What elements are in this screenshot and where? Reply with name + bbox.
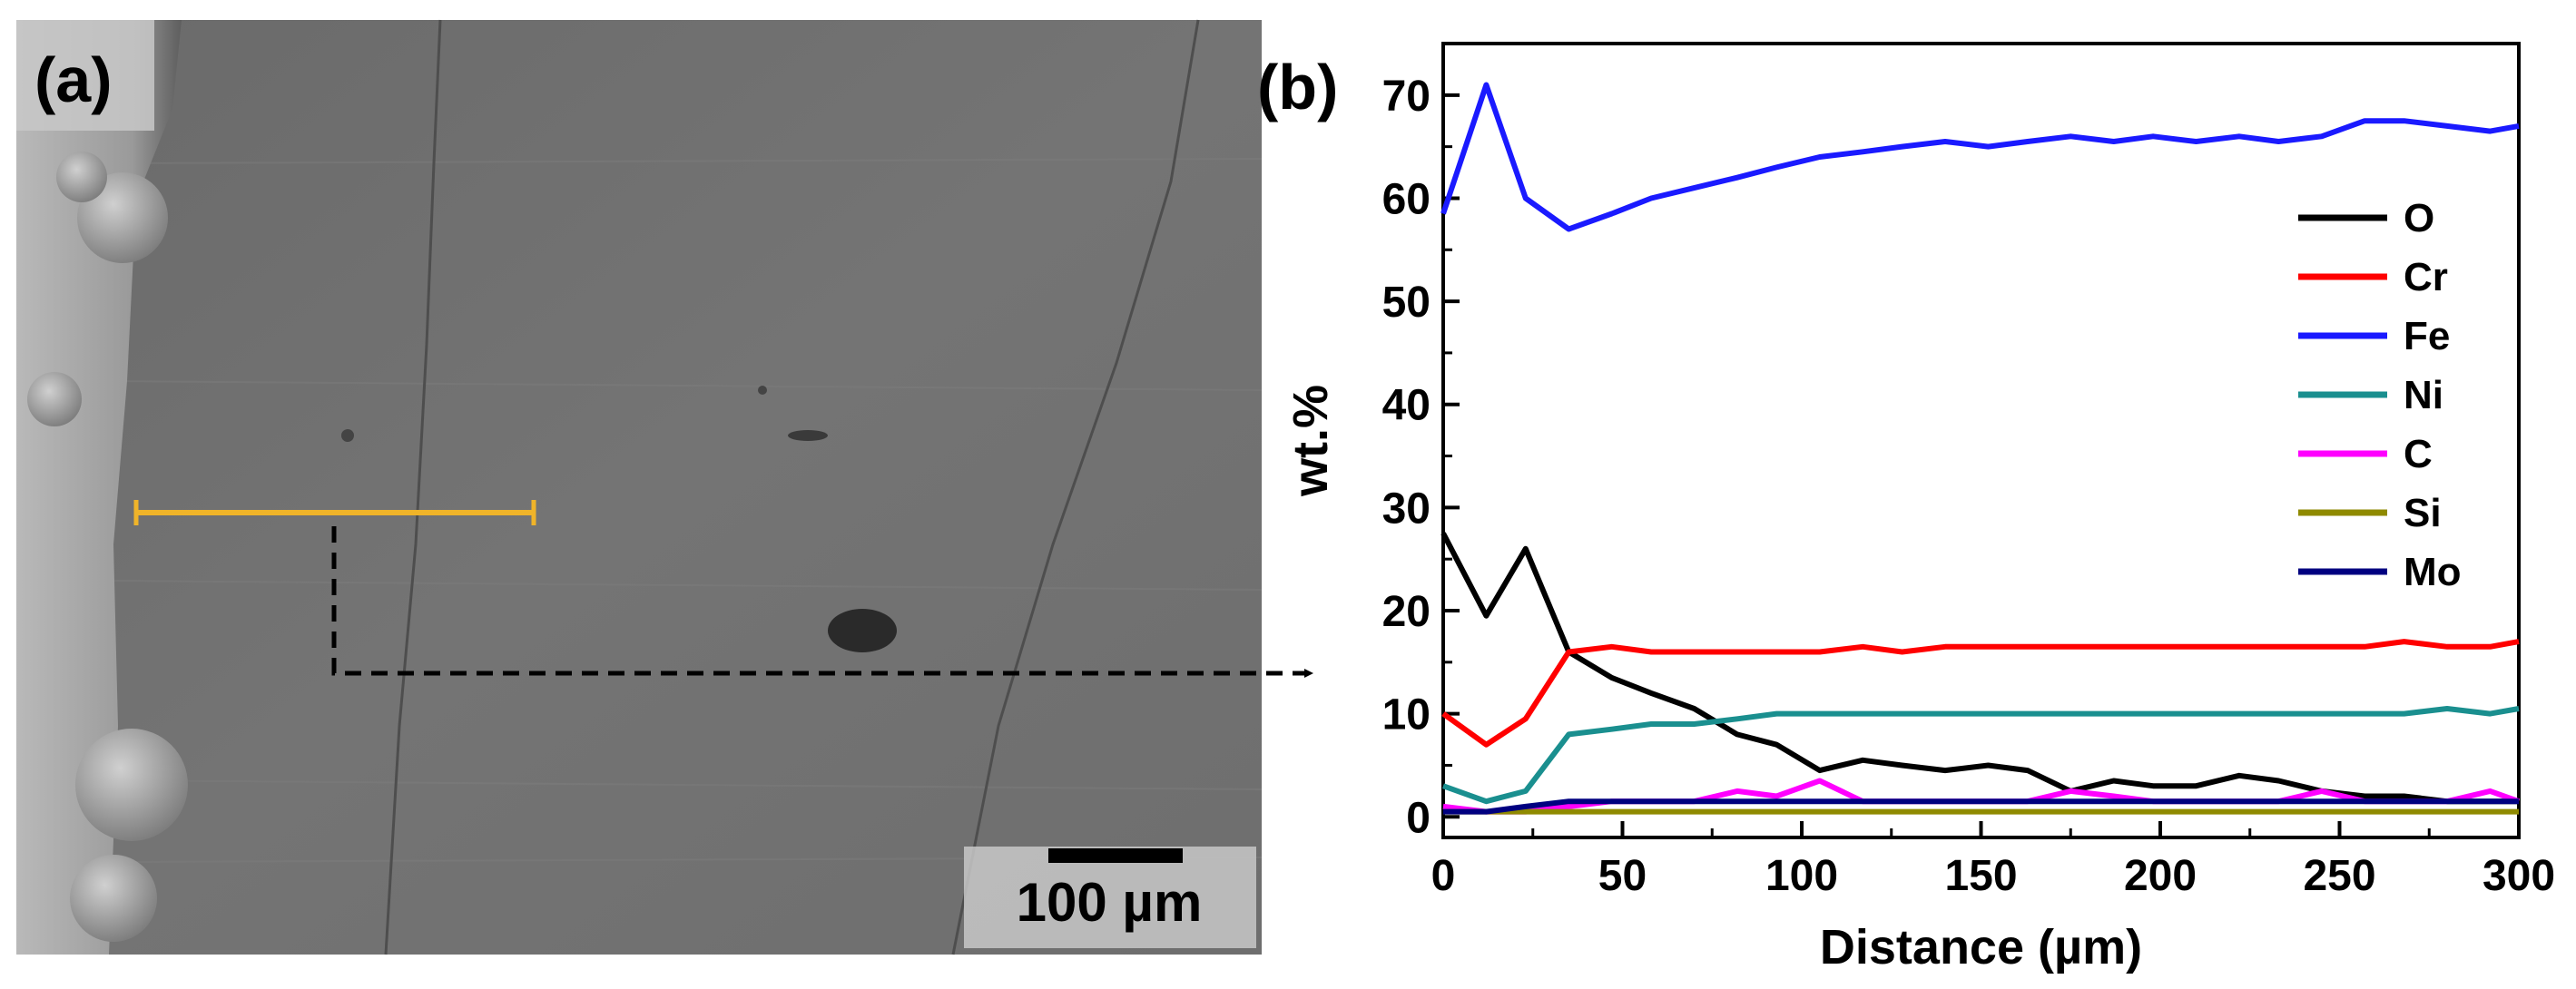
x-axis-label: Distance (µm) [1820, 920, 2142, 974]
scale-bar-label: 100 µm [1017, 872, 1203, 933]
x-tick-label: 150 [1944, 852, 2017, 900]
series-line-mo [1443, 798, 2519, 815]
axis-ticks: 0 50 100 150 200 250 300 0 10 20 30 40 50 60 70 [1382, 73, 2555, 900]
series-line-cr [1441, 639, 2520, 748]
rough-edge [16, 20, 182, 955]
particle [77, 172, 168, 263]
particle [70, 855, 157, 942]
line-scan-marker [133, 500, 536, 525]
legend-label-cr: Cr [2404, 255, 2448, 299]
surface-defect [341, 429, 354, 442]
particle [75, 729, 188, 841]
crack-line [951, 19, 1200, 955]
sem-background [16, 20, 1262, 955]
x-tick-label: 50 [1598, 852, 1647, 900]
y-tick-label: 60 [1382, 175, 1431, 223]
panel-label-b: (b) [1257, 52, 1338, 122]
y-axis-label: wt.% [1283, 385, 1338, 497]
polish-lines [108, 158, 1263, 863]
panel-label-a: (a) [34, 44, 113, 115]
sem-image-panel: (a) 100 µm [16, 19, 1263, 955]
legend-label-fe: Fe [2404, 314, 2450, 358]
y-tick-label: 70 [1382, 73, 1431, 121]
y-tick-label: 40 [1382, 382, 1431, 430]
y-tick-label: 10 [1382, 691, 1431, 739]
surface-defect [788, 430, 828, 441]
x-tick-label: 200 [2124, 852, 2197, 900]
x-tick-label: 300 [2483, 852, 2555, 900]
y-tick-label: 30 [1382, 485, 1431, 533]
surface-defect [758, 386, 767, 395]
legend: O Cr Fe Ni C Si Mo [2298, 196, 2462, 594]
y-tick-label: 20 [1382, 588, 1431, 636]
legend-label-mo: Mo [2404, 550, 2462, 594]
scale-bar [1048, 848, 1183, 863]
particle [56, 152, 107, 202]
connector-arrow [331, 526, 1313, 678]
crack-line [384, 19, 442, 955]
label-a-box [16, 20, 154, 131]
series-lines [1440, 82, 2521, 815]
surface-defect [828, 609, 897, 652]
y-tick-label: 50 [1382, 279, 1431, 327]
series-line-fe [1440, 82, 2520, 232]
legend-label-si: Si [2404, 491, 2442, 535]
series-line-ni [1441, 706, 2520, 805]
line-chart: 0 50 100 150 200 250 300 0 10 20 30 40 50 60 70 O Cr Fe N… [1283, 42, 2555, 974]
series-line-o [1440, 532, 2519, 805]
x-tick-label: 0 [1431, 852, 1456, 900]
legend-label-o: O [2404, 196, 2434, 240]
legend-label-c: C [2404, 432, 2433, 476]
x-tick-label: 250 [2303, 852, 2375, 900]
scale-bar-box [964, 847, 1256, 948]
plot-frame [1441, 42, 2521, 839]
y-tick-label: 0 [1406, 794, 1431, 842]
particle [27, 372, 82, 426]
legend-label-ni: Ni [2404, 373, 2443, 417]
x-tick-label: 100 [1765, 852, 1838, 900]
